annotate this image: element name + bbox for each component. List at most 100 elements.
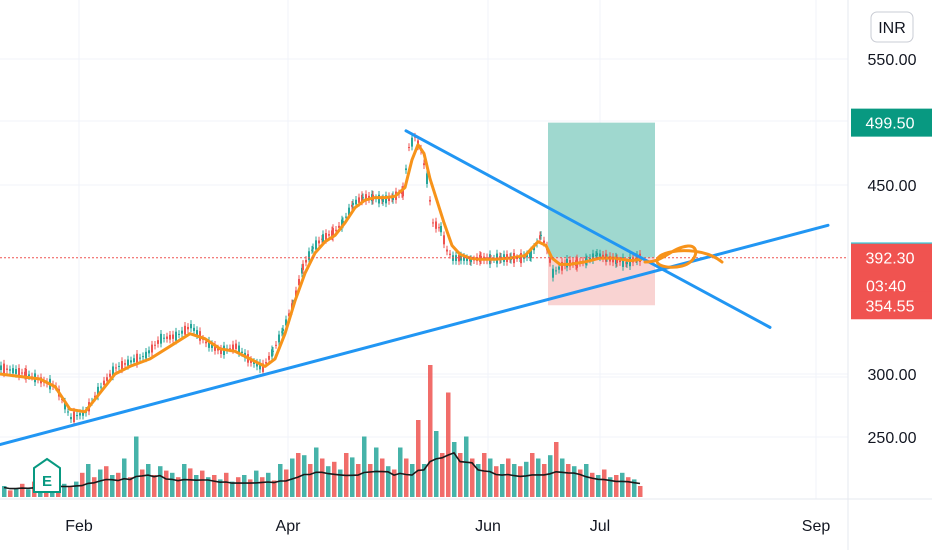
candle-body [426,173,428,184]
volume-bar [380,458,385,497]
volume-bar [614,475,619,497]
volume-bar [470,458,475,497]
candle-body [160,333,162,344]
volume-bar [638,486,643,497]
volume-bar [464,436,469,497]
candle-body [282,328,284,332]
volume-bar [248,479,253,497]
candle-body [555,270,557,272]
candle-body [305,259,307,263]
volume-bar [338,469,343,497]
drawings[interactable] [0,129,830,447]
volume-bar [254,470,259,497]
volume-bar [134,436,139,497]
volume-bar [422,464,427,497]
volume-bar [266,472,271,497]
volume-bar [20,483,25,497]
volume-bar [86,464,91,497]
candle-body [599,253,601,258]
price-axis[interactable]: 550.00 450.00 300.00 250.00 [868,52,917,447]
candle-body [558,266,560,270]
candle-body [285,319,287,326]
price-tag-background [851,291,932,320]
volume-bar [224,472,229,497]
time-axis[interactable]: Feb Apr Jun Jul Sep [65,518,830,535]
currency-button[interactable]: INR [870,11,914,43]
candle-body [602,254,604,259]
candle-body [432,222,434,224]
candle-body [458,254,460,262]
candle-body [626,262,628,265]
volume-bar [482,453,487,497]
x-tick-label: Jun [475,518,501,535]
y-tick-label: 250.00 [868,430,917,447]
candle-body [338,225,340,228]
volume-bar [500,464,505,497]
candle-body [616,258,618,264]
candle-body [388,196,390,202]
candle-body [214,344,216,351]
candle-body [301,267,303,274]
candle-body [187,326,189,330]
candle-body [208,340,210,348]
candle-body [443,235,445,245]
projection-scribble[interactable] [643,244,724,269]
volume-bar [152,475,157,497]
volume-bar [230,481,235,497]
volume-bar [374,447,379,497]
volume-bar [320,458,325,497]
earnings-marker[interactable]: E [33,457,61,493]
volume-bar [572,466,577,497]
candle-body [262,363,264,372]
candle-body [241,351,243,353]
candle-body [67,411,69,413]
candle-body [253,361,255,365]
candle-body [358,197,360,203]
candle-body [220,348,222,355]
volume-bar [296,453,301,497]
price-tag-background [851,108,932,137]
candle-body [18,368,20,377]
volume-bar [446,392,451,497]
volume-bar [272,480,277,497]
candle-body [530,250,532,259]
y-tick-label: 300.00 [868,367,917,384]
candle-body [295,290,297,297]
volume-bar [596,475,601,497]
candle-body [298,278,300,286]
volume-bar [176,477,181,497]
volume-bar [410,464,415,497]
candle-body [196,330,198,336]
candle-body [100,386,102,388]
volume-bar [140,469,145,497]
candle-body [238,345,240,354]
trendline[interactable] [404,129,772,329]
candle-body [402,186,404,197]
candle-body [82,410,84,416]
candle-body [268,355,270,360]
candle-body [405,168,407,171]
candle-body [355,199,357,205]
candle-body [133,358,135,363]
candle-body [157,340,159,344]
volume-bar [548,455,553,497]
candle-body [365,194,367,202]
candle-body [3,363,5,374]
position-zones [548,122,655,306]
candle-body [136,353,138,365]
candle-body [435,221,437,229]
candle-body [175,331,177,341]
y-tick-label: 550.00 [868,52,917,69]
candle-body [378,194,380,204]
candle-body [408,147,410,149]
candle-body [589,257,591,260]
volume-bar [512,464,517,497]
volume-bar [212,475,217,497]
price-tag-background [851,243,932,300]
x-tick-label: Apr [276,518,302,535]
candle-body [449,253,451,255]
candle-body [232,344,234,351]
volume-ma-line [3,451,641,490]
